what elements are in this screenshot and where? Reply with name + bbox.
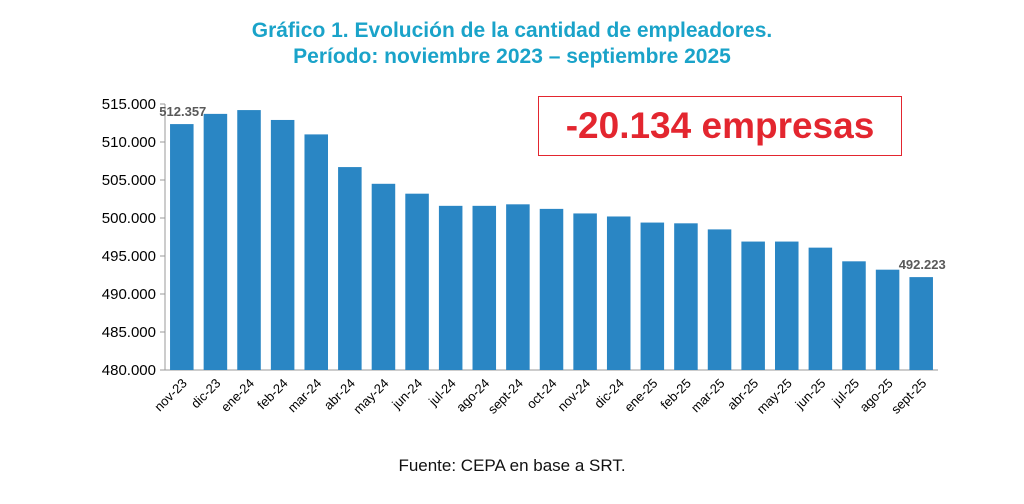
bar-ago-24 [472, 205, 497, 370]
x-tick-label: mar-24 [285, 376, 325, 416]
bar-oct-24 [539, 208, 564, 370]
bar-feb-24 [270, 119, 295, 371]
y-tick-label: 495.000 [102, 248, 156, 265]
bar-jun-25 [808, 247, 833, 370]
bar-jun-24 [405, 193, 429, 370]
source-note: Fuente: CEPA en base a SRT. [398, 456, 626, 475]
y-tick-label: 510.000 [102, 134, 156, 151]
x-tick-label: may-25 [754, 376, 795, 417]
bar-ene-25 [640, 222, 665, 370]
x-tick-label: mar-25 [688, 376, 728, 416]
bar-abr-24 [338, 167, 362, 370]
bar-ago-25 [875, 269, 900, 370]
x-tick-label: feb-24 [254, 376, 291, 413]
y-tick-label: 500.000 [102, 210, 156, 227]
bar-nov-24 [573, 213, 597, 370]
y-tick-label: 515.000 [102, 96, 156, 113]
bar-ene-24 [237, 110, 261, 370]
bar-nov-23 [170, 124, 194, 371]
x-tick-label: dic-23 [188, 376, 224, 412]
bar-mar-24 [304, 134, 329, 370]
bar-jul-24 [438, 205, 463, 370]
x-tick-label: nov-23 [151, 376, 190, 415]
data-label: 492.223 [899, 257, 946, 272]
chart-title-block: Gráfico 1. Evolución de la cantidad de e… [0, 18, 1024, 70]
data-label: 512.357 [159, 104, 206, 119]
bar-sept-24 [506, 204, 530, 370]
x-tick-label: ene-24 [218, 376, 257, 415]
x-tick-label: sept-25 [888, 376, 929, 417]
x-tick-label: jun-24 [388, 376, 425, 413]
chart-title: Gráfico 1. Evolución de la cantidad de e… [251, 19, 773, 42]
x-tick-label: may-24 [350, 376, 391, 417]
bar-may-25 [774, 241, 799, 370]
bar-sept-25 [909, 277, 933, 370]
x-tick-label: sept-24 [485, 376, 526, 417]
bar-jul-25 [842, 261, 866, 370]
y-tick-label: 480.000 [102, 362, 156, 379]
bar-dic-24 [606, 216, 631, 370]
x-tick-label: feb-25 [657, 376, 694, 413]
y-tick-label: 485.000 [102, 324, 156, 341]
bar-feb-25 [674, 223, 698, 370]
bar-dic-23 [203, 113, 228, 370]
bar-may-24 [371, 183, 396, 370]
change-callout: -20.134 empresas [538, 96, 902, 156]
x-tick-label: ene-25 [621, 376, 660, 415]
y-tick-label: 505.000 [102, 172, 156, 189]
change-callout-text: -20.134 empresas [565, 105, 875, 146]
chart-subtitle: Período: noviembre 2023 – septiembre 202… [293, 45, 731, 68]
bar-mar-25 [707, 229, 732, 370]
bar-abr-25 [741, 241, 765, 370]
x-tick-label: nov-24 [555, 376, 594, 415]
y-tick-label: 490.000 [102, 286, 156, 303]
x-tick-label: oct-24 [523, 376, 559, 412]
x-tick-label: jun-25 [792, 376, 829, 413]
